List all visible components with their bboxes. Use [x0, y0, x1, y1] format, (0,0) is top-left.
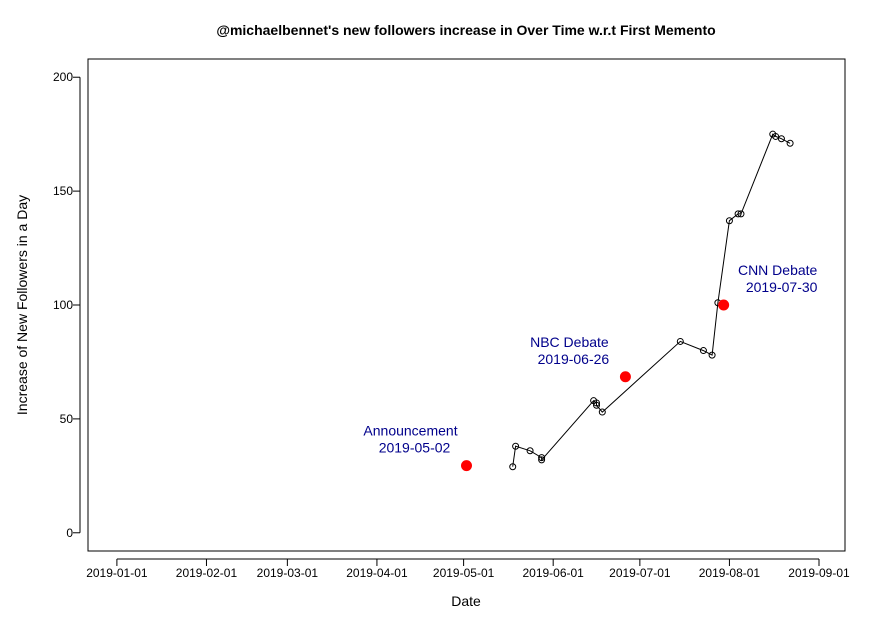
event-date-label: 2019-07-30: [746, 279, 818, 295]
event-label: NBC Debate: [530, 334, 609, 350]
data-point: [734, 210, 742, 218]
y-tick-label: 100: [53, 298, 73, 312]
series-line: [512, 133, 791, 467]
y-axis: 0 50 100 150 200: [53, 70, 81, 540]
y-tick-label: 50: [60, 412, 74, 426]
data-point: [772, 132, 780, 140]
x-tick-label: 2019-03-01: [257, 566, 319, 580]
y-tick-label: 150: [53, 184, 73, 198]
data-point: [786, 139, 794, 147]
data-point: [538, 456, 546, 464]
x-tick-label: 2019-06-01: [522, 566, 584, 580]
x-tick-label: 2019-01-01: [86, 566, 148, 580]
x-tick-label: 2019-04-01: [346, 566, 408, 580]
data-point: [777, 135, 785, 143]
plot-frame: [87, 58, 846, 552]
data-point: [512, 442, 520, 450]
x-tick-label: 2019-07-01: [609, 566, 671, 580]
data-point: [737, 210, 745, 218]
y-axis-label: Increase of New Followers in a Day: [14, 195, 30, 415]
x-axis-label: Date: [451, 593, 481, 609]
event-label: Announcement: [363, 423, 457, 439]
event-date-label: 2019-05-02: [379, 440, 451, 456]
y-tick-label: 200: [53, 70, 73, 84]
data-point: [676, 337, 684, 345]
x-tick-label: 2019-09-01: [788, 566, 850, 580]
data-point: [509, 463, 517, 471]
event-marker: [619, 371, 631, 383]
chart-title: @michaelbennet's new followers increase …: [216, 22, 715, 38]
x-axis: 2019-01-01 2019-02-01 2019-03-01 2019-04-01…: [86, 558, 850, 580]
data-point: [538, 454, 546, 462]
data-point: [593, 401, 601, 409]
data-point: [598, 408, 606, 416]
event-label: CNN Debate: [738, 262, 818, 278]
event-marker: [461, 460, 472, 472]
data-point: [708, 351, 716, 359]
y-tick-label: 0: [66, 526, 73, 540]
data-point: [699, 347, 707, 355]
x-tick-label: 2019-02-01: [176, 566, 238, 580]
data-point: [725, 217, 733, 225]
x-tick-label: 2019-05-01: [433, 566, 495, 580]
event-marker: [718, 299, 730, 311]
data-point: [593, 399, 601, 407]
series-layer: [509, 130, 794, 471]
x-tick-label: 2019-08-01: [699, 566, 761, 580]
event-date-label: 2019-06-26: [538, 351, 610, 367]
data-point: [526, 447, 534, 455]
